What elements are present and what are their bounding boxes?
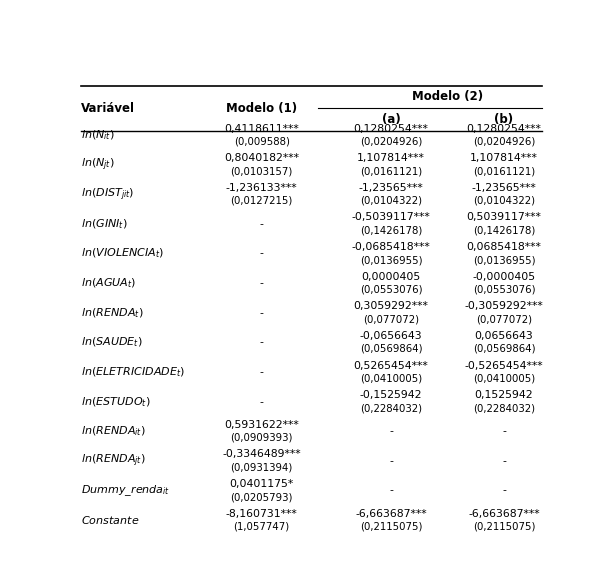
Text: (0,0909393): (0,0909393) bbox=[231, 433, 293, 443]
Text: -: - bbox=[260, 248, 263, 259]
Text: (0,0127215): (0,0127215) bbox=[231, 196, 293, 206]
Text: -: - bbox=[260, 308, 263, 318]
Text: (0,0136955): (0,0136955) bbox=[360, 255, 422, 265]
Text: (0,0161121): (0,0161121) bbox=[473, 166, 535, 176]
Text: 0,0685418***: 0,0685418*** bbox=[467, 242, 541, 252]
Text: -0,5265454***: -0,5265454*** bbox=[464, 360, 543, 371]
Text: -0,1525942: -0,1525942 bbox=[360, 390, 422, 400]
Text: (0,2115075): (0,2115075) bbox=[473, 522, 535, 532]
Text: $ln(N_{it})$: $ln(N_{it})$ bbox=[81, 128, 114, 142]
Text: (1,057747): (1,057747) bbox=[234, 522, 290, 532]
Text: (0,0410005): (0,0410005) bbox=[360, 374, 422, 384]
Text: (b): (b) bbox=[494, 113, 514, 126]
Text: $ln(ESTUDO_{t})$: $ln(ESTUDO_{t})$ bbox=[81, 395, 150, 409]
Text: (0,0931394): (0,0931394) bbox=[231, 462, 293, 472]
Text: 0,1525942: 0,1525942 bbox=[475, 390, 534, 400]
Text: (0,0104322): (0,0104322) bbox=[473, 196, 535, 206]
Text: -0,5039117***: -0,5039117*** bbox=[351, 212, 430, 223]
Text: (0,0103157): (0,0103157) bbox=[231, 166, 293, 176]
Text: (0,0205793): (0,0205793) bbox=[231, 492, 293, 502]
Text: (0,0410005): (0,0410005) bbox=[473, 374, 535, 384]
Text: (0,0204926): (0,0204926) bbox=[473, 136, 535, 146]
Text: $ln(RENDA_{jt})$: $ln(RENDA_{jt})$ bbox=[81, 453, 145, 469]
Text: -: - bbox=[502, 486, 506, 496]
Text: (0,0553076): (0,0553076) bbox=[473, 285, 535, 295]
Text: $ln(SAUDE_{t})$: $ln(SAUDE_{t})$ bbox=[81, 336, 142, 349]
Text: (0,2284032): (0,2284032) bbox=[473, 403, 535, 413]
Text: (0,077072): (0,077072) bbox=[363, 314, 419, 324]
Text: -: - bbox=[502, 456, 506, 466]
Text: -6,663687***: -6,663687*** bbox=[355, 509, 427, 519]
Text: (0,0569864): (0,0569864) bbox=[360, 344, 422, 354]
Text: (0,0569864): (0,0569864) bbox=[473, 344, 535, 354]
Text: -: - bbox=[260, 219, 263, 229]
Text: 0,0000405: 0,0000405 bbox=[361, 272, 421, 282]
Text: (0,0204926): (0,0204926) bbox=[360, 136, 422, 146]
Text: -: - bbox=[260, 396, 263, 407]
Text: -1,23565***: -1,23565*** bbox=[359, 183, 424, 193]
Text: -0,0000405: -0,0000405 bbox=[472, 272, 535, 282]
Text: (0,0136955): (0,0136955) bbox=[473, 255, 535, 265]
Text: -: - bbox=[260, 278, 263, 288]
Text: (0,1426178): (0,1426178) bbox=[473, 226, 535, 236]
Text: -: - bbox=[260, 367, 263, 377]
Text: $Dummy\_renda_{it}$: $Dummy\_renda_{it}$ bbox=[81, 483, 170, 498]
Text: (0,0104322): (0,0104322) bbox=[360, 196, 422, 206]
Text: $Constante$: $Constante$ bbox=[81, 514, 139, 526]
Text: -6,663687***: -6,663687*** bbox=[468, 509, 540, 519]
Text: -0,3346489***: -0,3346489*** bbox=[222, 449, 301, 459]
Text: (0,2115075): (0,2115075) bbox=[360, 522, 422, 532]
Text: 0,0656643: 0,0656643 bbox=[475, 331, 534, 341]
Text: 1,107814***: 1,107814*** bbox=[470, 153, 538, 163]
Text: 0,3059292***: 0,3059292*** bbox=[354, 301, 429, 311]
Text: -: - bbox=[389, 456, 393, 466]
Text: (0,1426178): (0,1426178) bbox=[360, 226, 422, 236]
Text: -8,160731***: -8,160731*** bbox=[226, 509, 297, 519]
Text: Variável: Variável bbox=[81, 101, 135, 115]
Text: $ln(GINI_{t})$: $ln(GINI_{t})$ bbox=[81, 217, 127, 231]
Text: Modelo (2): Modelo (2) bbox=[412, 90, 483, 103]
Text: $ln(DIST_{jit})$: $ln(DIST_{jit})$ bbox=[81, 186, 134, 202]
Text: $ln(ELETRICIDADE_{t})$: $ln(ELETRICIDADE_{t})$ bbox=[81, 366, 185, 379]
Text: $ln(AGUA_{t})$: $ln(AGUA_{t})$ bbox=[81, 276, 136, 290]
Text: -1,236133***: -1,236133*** bbox=[226, 183, 297, 193]
Text: 0,1280254***: 0,1280254*** bbox=[354, 124, 429, 134]
Text: (0,077072): (0,077072) bbox=[476, 314, 532, 324]
Text: 0,5931622***: 0,5931622*** bbox=[225, 420, 299, 430]
Text: (0,2284032): (0,2284032) bbox=[360, 403, 422, 413]
Text: $ln(RENDA_{it})$: $ln(RENDA_{it})$ bbox=[81, 424, 145, 438]
Text: 0,5265454***: 0,5265454*** bbox=[354, 360, 429, 371]
Text: -0,3059292***: -0,3059292*** bbox=[464, 301, 543, 311]
Text: -: - bbox=[260, 338, 263, 347]
Text: 0,5039117***: 0,5039117*** bbox=[467, 212, 541, 223]
Text: 1,107814***: 1,107814*** bbox=[357, 153, 425, 163]
Text: (a): (a) bbox=[382, 113, 401, 126]
Text: (0,009588): (0,009588) bbox=[234, 136, 290, 146]
Text: Modelo (1): Modelo (1) bbox=[226, 101, 297, 115]
Text: -0,0685418***: -0,0685418*** bbox=[351, 242, 430, 252]
Text: -1,23565***: -1,23565*** bbox=[472, 183, 537, 193]
Text: -: - bbox=[389, 426, 393, 436]
Text: $ln(VIOLENCIA_{t})$: $ln(VIOLENCIA_{t})$ bbox=[81, 247, 164, 261]
Text: -0,0656643: -0,0656643 bbox=[360, 331, 422, 341]
Text: 0,1280254***: 0,1280254*** bbox=[467, 124, 541, 134]
Text: -: - bbox=[502, 426, 506, 436]
Text: $ln(RENDA_{t})$: $ln(RENDA_{t})$ bbox=[81, 306, 143, 319]
Text: $ln(N_{jt})$: $ln(N_{jt})$ bbox=[81, 156, 114, 173]
Text: 0,0401175*: 0,0401175* bbox=[229, 479, 294, 489]
Text: -: - bbox=[389, 486, 393, 496]
Text: (0,0553076): (0,0553076) bbox=[360, 285, 422, 295]
Text: 0,8040182***: 0,8040182*** bbox=[224, 153, 299, 163]
Text: 0,4118611***: 0,4118611*** bbox=[225, 124, 299, 134]
Text: (0,0161121): (0,0161121) bbox=[360, 166, 422, 176]
